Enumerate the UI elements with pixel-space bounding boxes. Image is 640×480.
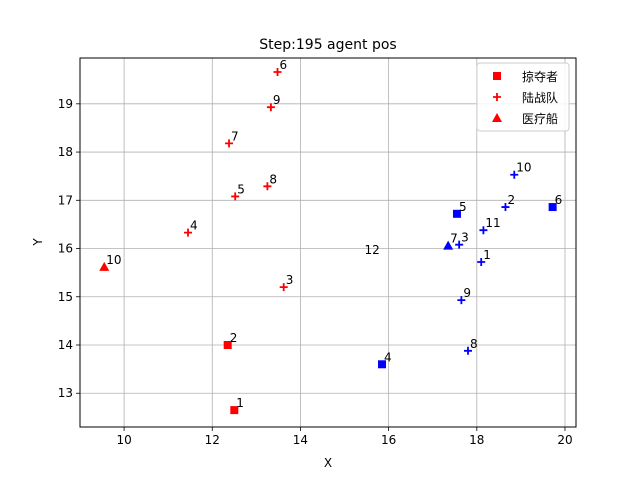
legend-marker-plus <box>493 93 501 101</box>
point-label: 6 <box>555 193 563 207</box>
plus-point-blue-11 <box>479 226 488 235</box>
legend-marker-square <box>493 72 501 80</box>
square-point-red-2 <box>223 341 232 349</box>
y-tick-label: 14 <box>58 338 73 352</box>
plus-point-blue-10 <box>510 170 519 179</box>
legend-label: 医疗船 <box>522 112 558 126</box>
point-label: 9 <box>273 93 281 107</box>
point-label: 9 <box>463 286 471 300</box>
plus-point-red-5 <box>231 192 240 201</box>
point-label: 1 <box>483 248 491 262</box>
plus-point-blue-3 <box>455 240 464 249</box>
grid <box>80 58 576 427</box>
x-axis-ticks: 10 12 14 16 18 20 <box>116 427 573 447</box>
x-axis-label: X <box>324 456 332 470</box>
plus-point-red-9 <box>266 103 275 112</box>
legend-marker-triangle <box>492 113 502 122</box>
point-label: 1 <box>236 396 244 410</box>
plus-point-red-4 <box>184 228 193 237</box>
plot-frame <box>79 57 577 428</box>
point-label: 10 <box>106 253 121 267</box>
point-label: 5 <box>237 182 245 196</box>
plus-point-blue-9 <box>457 296 466 305</box>
chart-title: Step:195 agent pos <box>259 37 396 53</box>
square-point-blue-5 <box>452 209 461 218</box>
plus-point-red-8 <box>263 182 272 191</box>
point-label: 4 <box>190 219 198 233</box>
x-tick-label: 14 <box>293 433 308 447</box>
point-label: 3 <box>286 273 294 287</box>
point-label: 11 <box>485 216 500 230</box>
plus-point-blue-1 <box>477 258 486 267</box>
plus-point-blue-8 <box>463 346 472 355</box>
triangle-point-red-10 <box>99 261 110 271</box>
point-label: 6 <box>280 58 288 72</box>
y-tick-label: 17 <box>58 193 73 207</box>
square-point-blue-6 <box>548 203 557 212</box>
plus-point-red-7 <box>225 139 234 148</box>
point-label: 10 <box>516 161 531 175</box>
x-tick-label: 10 <box>116 433 131 447</box>
plus-point-red-3 <box>279 283 288 292</box>
point-label: 8 <box>470 337 478 351</box>
point-label: 3 <box>461 231 469 245</box>
y-tick-label: 18 <box>58 145 73 159</box>
square-point-blue-4 <box>378 360 387 369</box>
point-label: 4 <box>384 350 392 364</box>
y-tick-label: 15 <box>58 290 73 304</box>
x-tick-label: 18 <box>469 433 484 447</box>
square-point-red-1 <box>230 406 239 415</box>
x-tick-label: 12 <box>205 433 220 447</box>
point-label: 2 <box>230 331 238 345</box>
y-tick-label: 13 <box>58 386 73 400</box>
x-tick-label: 16 <box>381 433 396 447</box>
y-tick-label: 19 <box>58 97 73 111</box>
annotation-label: 12 <box>365 243 380 257</box>
point-label: 7 <box>450 232 458 246</box>
point-label: 5 <box>459 200 467 214</box>
legend-label: 陆战队 <box>522 90 558 105</box>
legend-label: 掠夺者 <box>522 69 558 84</box>
point-label: 8 <box>269 172 277 186</box>
y-axis-label: Y <box>31 238 45 247</box>
y-tick-label: 16 <box>58 242 73 256</box>
point-label: 7 <box>231 129 239 143</box>
annotations: 12 <box>365 243 380 257</box>
triangle-point-blue-7 <box>443 240 454 250</box>
plus-point-blue-2 <box>501 203 510 212</box>
y-axis-ticks: 13 14 15 16 17 18 19 <box>58 97 80 400</box>
x-tick-label: 20 <box>557 433 572 447</box>
plus-point-red-6 <box>273 67 282 76</box>
point-label: 2 <box>507 193 515 207</box>
